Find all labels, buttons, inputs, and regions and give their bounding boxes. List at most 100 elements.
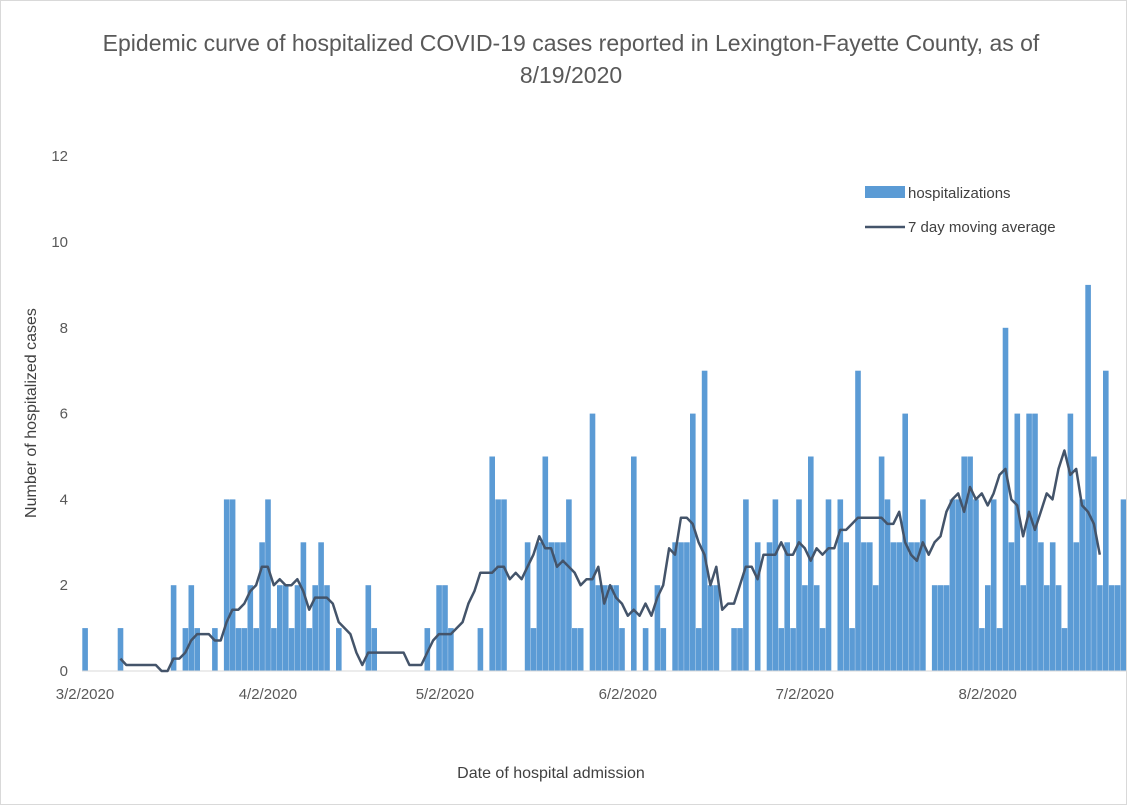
- bar: [990, 499, 997, 671]
- x-tick-label: 7/2/2020: [776, 686, 834, 703]
- y-tick-label: 0: [60, 663, 68, 680]
- bar: [194, 628, 200, 671]
- bar: [436, 585, 442, 671]
- bar: [501, 499, 507, 671]
- bar: [766, 542, 773, 671]
- bar: [495, 499, 501, 671]
- bar: [554, 542, 560, 671]
- bar: [808, 456, 814, 671]
- bar: [530, 628, 537, 671]
- bar: [872, 585, 879, 671]
- bar: [241, 628, 248, 671]
- bar: [996, 628, 1003, 671]
- legend: hospitalizations 7 day moving average: [865, 185, 1056, 236]
- legend-label-hospitalizations: hospitalizations: [908, 185, 1011, 202]
- x-tick-label: 5/2/2020: [416, 686, 474, 703]
- bar: [1067, 413, 1074, 671]
- bar: [247, 585, 254, 671]
- bar: [318, 542, 324, 671]
- bar: [713, 585, 720, 671]
- x-tick-label: 8/2/2020: [959, 686, 1017, 703]
- bar: [931, 585, 938, 671]
- bar: [843, 542, 849, 671]
- bar: [778, 628, 785, 671]
- bar: [560, 542, 566, 671]
- bar: [477, 628, 484, 671]
- y-tick-label: 12: [51, 148, 68, 165]
- bar: [631, 456, 637, 671]
- bar: [577, 628, 584, 671]
- y-tick-label: 2: [60, 577, 68, 594]
- bar: [82, 628, 88, 671]
- bar: [890, 542, 897, 671]
- bar: [1002, 327, 1009, 671]
- bar: [855, 370, 861, 671]
- bar: [548, 542, 554, 671]
- bar: [1055, 585, 1062, 671]
- bar: [861, 542, 867, 671]
- bar: [117, 628, 124, 671]
- bar: [743, 499, 749, 671]
- bar: [973, 499, 979, 671]
- bar: [589, 413, 596, 671]
- bar: [908, 542, 914, 671]
- bar: [943, 585, 950, 671]
- bar: [642, 628, 649, 671]
- bar: [878, 456, 885, 671]
- bar: [365, 585, 372, 671]
- x-tick-label: 4/2/2020: [239, 686, 297, 703]
- bar: [300, 542, 307, 671]
- bar: [1108, 585, 1115, 671]
- bar: [690, 413, 696, 671]
- bar: [442, 585, 448, 671]
- bar: [967, 456, 973, 671]
- bar: [1026, 413, 1032, 671]
- moving-average-line: [119, 449, 1102, 673]
- bar: [229, 499, 236, 671]
- bar: [979, 628, 985, 671]
- bar: [660, 628, 667, 671]
- y-tick-label: 6: [60, 406, 68, 423]
- bar: [684, 542, 690, 671]
- bar: [672, 542, 678, 671]
- bar: [961, 456, 967, 671]
- bar: [1079, 499, 1085, 671]
- bar: [1014, 413, 1021, 671]
- x-tick-label: 3/2/2020: [56, 686, 114, 703]
- bar: [754, 542, 761, 671]
- bar: [1073, 542, 1080, 671]
- bar: [790, 628, 796, 671]
- bar: [867, 542, 873, 671]
- bar: [524, 542, 531, 671]
- bar: [1061, 628, 1068, 671]
- bar: [294, 585, 301, 671]
- bar: [1038, 542, 1044, 671]
- bar: [1120, 499, 1126, 671]
- bar: [955, 499, 962, 671]
- bar: [949, 499, 956, 671]
- bar: [914, 542, 920, 671]
- bar: [170, 585, 177, 671]
- legend-swatch-hospitalizations: [865, 186, 905, 198]
- x-tick-labels: 3/2/2020 4/2/2020 5/2/2020 6/2/2020 7/2/2020…: [56, 686, 1017, 703]
- chart-title: Epidemic curve of hospitalized COVID-19 …: [102, 30, 1040, 88]
- legend-label-moving-average: 7 day moving average: [908, 219, 1056, 236]
- bar: [695, 628, 702, 671]
- bar: [937, 585, 944, 671]
- bar: [1103, 370, 1109, 671]
- bar: [1085, 284, 1091, 671]
- bar: [1049, 542, 1056, 671]
- bar: [731, 628, 737, 671]
- bar: [324, 585, 330, 671]
- bar: [678, 542, 684, 671]
- bar: [796, 499, 802, 671]
- bar: [595, 585, 602, 671]
- bar: [265, 499, 271, 671]
- bar: [654, 585, 661, 671]
- bar: [448, 628, 454, 671]
- bar: [784, 542, 790, 671]
- y-tick-label: 8: [60, 320, 68, 337]
- bar: [282, 585, 289, 671]
- bar: [707, 585, 714, 671]
